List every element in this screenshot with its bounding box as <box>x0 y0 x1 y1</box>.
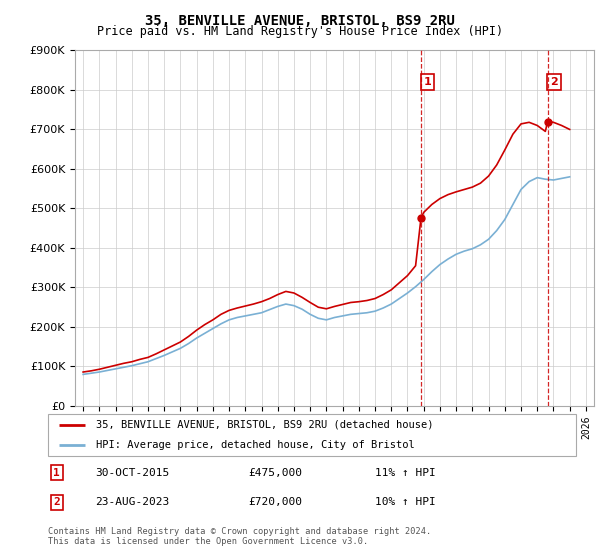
Text: 30-OCT-2015: 30-OCT-2015 <box>95 468 170 478</box>
Text: £720,000: £720,000 <box>248 497 302 507</box>
Text: 35, BENVILLE AVENUE, BRISTOL, BS9 2RU (detached house): 35, BENVILLE AVENUE, BRISTOL, BS9 2RU (d… <box>95 420 433 430</box>
Text: 1: 1 <box>424 77 431 87</box>
Text: 35, BENVILLE AVENUE, BRISTOL, BS9 2RU: 35, BENVILLE AVENUE, BRISTOL, BS9 2RU <box>145 14 455 28</box>
Text: 2: 2 <box>53 497 60 507</box>
Text: 10% ↑ HPI: 10% ↑ HPI <box>376 497 436 507</box>
Text: £475,000: £475,000 <box>248 468 302 478</box>
Text: 11% ↑ HPI: 11% ↑ HPI <box>376 468 436 478</box>
Text: 23-AUG-2023: 23-AUG-2023 <box>95 497 170 507</box>
Text: 2: 2 <box>550 77 558 87</box>
Text: Contains HM Land Registry data © Crown copyright and database right 2024.
This d: Contains HM Land Registry data © Crown c… <box>48 526 431 546</box>
Text: Price paid vs. HM Land Registry's House Price Index (HPI): Price paid vs. HM Land Registry's House … <box>97 25 503 38</box>
Text: 1: 1 <box>53 468 60 478</box>
Text: HPI: Average price, detached house, City of Bristol: HPI: Average price, detached house, City… <box>95 440 414 450</box>
